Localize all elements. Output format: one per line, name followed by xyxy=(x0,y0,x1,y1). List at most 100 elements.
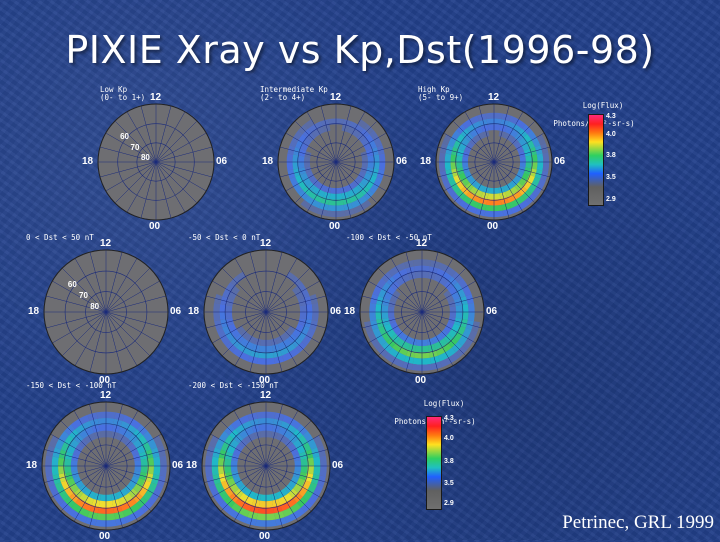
polar-outline xyxy=(41,401,171,531)
grid-radial xyxy=(421,295,482,313)
panel-dst-m100-m50: -100 < Dst < -50 nT 12 00 18 06 xyxy=(344,232,504,387)
oval-cell xyxy=(286,497,297,508)
oval-cell xyxy=(159,466,167,477)
oval-cell xyxy=(375,312,383,321)
grid-radial xyxy=(155,161,198,204)
oval-cell xyxy=(455,312,463,319)
oval-cell xyxy=(330,187,336,194)
oval-cell xyxy=(485,204,494,212)
oval-cell xyxy=(442,134,452,146)
mlt-label-18: 18 xyxy=(26,460,38,471)
oval-cell xyxy=(95,519,106,527)
oval-cell xyxy=(381,305,389,312)
grid-radial xyxy=(155,161,186,213)
grid-radial xyxy=(362,295,423,313)
oval-cell xyxy=(220,480,230,490)
oval-cell xyxy=(122,414,134,425)
grid-radial xyxy=(421,267,467,313)
oval-cell xyxy=(290,418,301,430)
grid-radial xyxy=(234,258,267,313)
panel-label-line2: (2- to 4+) xyxy=(260,93,306,102)
oval-cell xyxy=(450,162,457,170)
oval-cell xyxy=(536,162,544,171)
oval-cell xyxy=(248,432,257,442)
oval-cell xyxy=(516,170,524,178)
oval-cell xyxy=(486,118,494,125)
grid-radial xyxy=(265,267,311,313)
oval-cell xyxy=(97,506,106,514)
oval-cell xyxy=(142,431,154,442)
oval-cell xyxy=(72,448,82,457)
oval-cell xyxy=(360,199,372,210)
grid-radial xyxy=(493,105,510,163)
oval-cell xyxy=(422,339,428,347)
oval-cell xyxy=(392,342,402,353)
oval-cell xyxy=(292,286,301,295)
oval-cell xyxy=(146,457,154,466)
oval-cell xyxy=(248,490,257,500)
oval-cell xyxy=(348,121,358,130)
oval-cell xyxy=(106,500,114,508)
oval-cell xyxy=(478,184,486,192)
oval-cell xyxy=(494,199,502,206)
oval-cell xyxy=(336,187,342,194)
oval-cell xyxy=(373,154,380,162)
grid-radial xyxy=(335,132,387,163)
oval-cell xyxy=(82,420,92,430)
polar-outline xyxy=(435,103,553,221)
latitude-label: 60 xyxy=(67,279,77,289)
grid-radial xyxy=(114,120,157,163)
oval-cell xyxy=(313,435,324,448)
oval-cell xyxy=(439,338,448,347)
oval-cell xyxy=(536,153,544,162)
oval-cell xyxy=(306,466,314,475)
oval-cell xyxy=(387,312,395,318)
oval-cell xyxy=(60,480,70,490)
oval-cell xyxy=(147,493,159,506)
oval-cell xyxy=(106,506,115,514)
oval-cell xyxy=(286,153,294,162)
oval-cell xyxy=(235,424,246,435)
polar-outline xyxy=(203,249,329,375)
oval-cell xyxy=(525,162,532,169)
oval-cell xyxy=(88,432,97,442)
oval-cell xyxy=(307,482,318,494)
oval-cell xyxy=(462,338,474,350)
polar-outline xyxy=(201,401,331,531)
panel-label: -100 < Dst < -50 nT xyxy=(346,234,432,242)
oval-cell xyxy=(450,154,457,162)
oval-cell xyxy=(293,507,306,519)
panel-label-line1: -200 < Dst < -150 nT xyxy=(188,381,279,390)
grid-radial xyxy=(493,111,524,163)
grid-radial xyxy=(464,111,495,163)
oval-cell xyxy=(527,130,537,141)
oval-cell xyxy=(214,482,225,494)
oval-cell xyxy=(522,134,532,144)
oval-cell xyxy=(282,414,294,425)
oval-cell xyxy=(376,335,387,346)
grid-radial xyxy=(265,410,299,467)
grid-radial xyxy=(105,311,160,344)
oval-cell xyxy=(225,282,236,292)
oval-cell xyxy=(218,490,230,501)
oval-cell xyxy=(381,312,389,319)
oval-cell xyxy=(313,484,324,497)
oval-cell xyxy=(494,210,504,218)
oval-cell xyxy=(224,458,232,466)
oval-cell xyxy=(372,327,382,339)
mlt-label-00: 00 xyxy=(99,375,111,386)
oval-cell xyxy=(106,513,116,521)
oval-cell xyxy=(469,129,479,138)
oval-cell xyxy=(462,162,469,168)
oval-cell xyxy=(51,466,59,476)
oval-cell xyxy=(364,180,374,190)
panel-label: -150 < Dst < -100 nT xyxy=(26,382,116,390)
oval-cell xyxy=(299,312,307,319)
oval-cell xyxy=(235,497,246,508)
grid-radial xyxy=(210,465,267,499)
mlt-label-06: 06 xyxy=(396,156,408,167)
oval-cell xyxy=(304,162,311,168)
grid-radial xyxy=(50,433,107,467)
oval-cell xyxy=(526,174,535,184)
oval-cell xyxy=(257,351,266,359)
